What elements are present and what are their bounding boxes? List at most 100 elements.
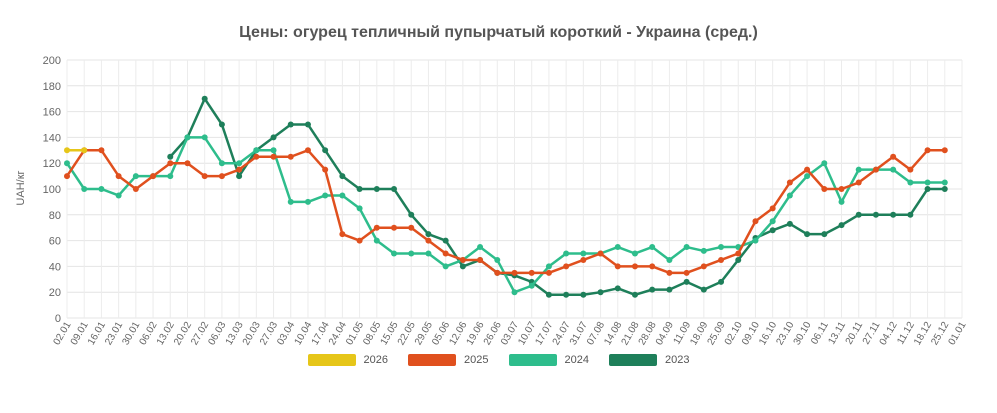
data-point: [838, 198, 845, 205]
data-point: [287, 153, 294, 160]
data-point: [64, 173, 70, 180]
data-point: [545, 263, 552, 270]
data-point: [855, 166, 862, 173]
data-point: [924, 186, 931, 192]
data-point: [391, 224, 398, 231]
data-point: [270, 153, 277, 160]
data-point: [528, 282, 535, 289]
data-point: [855, 211, 862, 218]
axes: 02040608010012014016018020002.0109.0116.…: [43, 55, 969, 347]
data-point: [614, 244, 621, 251]
data-point: [218, 173, 225, 180]
data-point: [821, 231, 828, 238]
data-point: [545, 291, 552, 298]
data-point: [184, 160, 191, 167]
y-tick-label: 160: [43, 107, 61, 119]
data-point: [322, 192, 329, 199]
legend-item-2024[interactable]: 2024: [508, 354, 589, 366]
data-point: [459, 256, 466, 263]
legend-item-2025[interactable]: 2025: [408, 354, 489, 366]
data-point: [442, 250, 449, 257]
data-point: [408, 224, 415, 231]
data-point: [666, 256, 673, 263]
data-point: [425, 231, 432, 238]
legend-label: 2025: [464, 354, 489, 366]
data-point: [718, 256, 725, 263]
data-point: [494, 269, 501, 276]
data-point: [304, 147, 311, 154]
series-line: [65, 149, 945, 275]
series-2025: [64, 147, 948, 276]
data-point: [821, 160, 828, 167]
data-point: [804, 173, 811, 180]
legend-swatch: [508, 354, 557, 366]
data-point: [425, 237, 432, 244]
legend-item-2023[interactable]: 2023: [608, 354, 689, 366]
chart-title: Цены: огурец тепличный пупырчатый коротк…: [239, 24, 758, 41]
data-point: [821, 186, 828, 192]
data-point: [631, 250, 638, 257]
data-point: [804, 231, 811, 238]
data-point: [907, 179, 914, 186]
x-tick-label: 04.09: [654, 320, 676, 348]
x-tick-label: 04.12: [878, 320, 900, 348]
data-point: [81, 147, 88, 154]
data-point: [700, 286, 707, 293]
data-point: [597, 250, 604, 257]
chart-legend: 2026 2025 2024 2023: [0, 354, 997, 366]
data-point: [373, 237, 380, 244]
data-point: [614, 285, 621, 292]
data-point: [511, 269, 518, 276]
y-tick-label: 120: [43, 158, 61, 170]
data-point: [804, 166, 811, 173]
y-tick-label: 100: [43, 184, 61, 196]
data-point: [218, 121, 225, 128]
data-point: [167, 173, 174, 180]
data-point: [339, 231, 346, 238]
data-point: [941, 179, 948, 186]
data-point: [408, 211, 415, 218]
data-point: [941, 186, 948, 192]
series-2026: [64, 147, 88, 154]
data-point: [769, 218, 776, 225]
data-point: [890, 153, 897, 160]
series-line: [169, 97, 945, 297]
data-point: [786, 192, 793, 199]
data-point: [339, 192, 346, 199]
data-point: [459, 263, 466, 270]
data-point: [304, 198, 311, 205]
x-tick-label: 01.01: [947, 320, 969, 348]
data-point: [649, 244, 656, 251]
data-point: [494, 256, 501, 263]
data-point: [253, 147, 260, 154]
data-point: [150, 173, 157, 180]
series-2024: [64, 134, 948, 296]
data-point: [356, 186, 363, 192]
data-point: [236, 166, 243, 173]
data-point: [287, 198, 294, 205]
data-point: [184, 134, 191, 141]
y-tick-label: 180: [43, 81, 61, 93]
data-point: [81, 186, 88, 192]
data-point: [631, 263, 638, 270]
data-point: [666, 286, 673, 293]
data-point: [735, 250, 742, 257]
data-point: [218, 160, 225, 167]
data-point: [304, 121, 311, 128]
data-point: [907, 166, 914, 173]
data-point: [838, 222, 845, 229]
data-point: [322, 147, 329, 154]
data-point: [167, 153, 174, 160]
data-point: [511, 289, 518, 296]
data-point: [98, 186, 105, 192]
x-tick-label: 30.10: [792, 320, 814, 348]
legend-item-2026[interactable]: 2026: [307, 354, 388, 366]
data-point: [253, 153, 260, 160]
data-point: [391, 186, 398, 192]
y-tick-label: 0: [55, 313, 61, 325]
data-point: [270, 147, 277, 154]
data-point: [201, 95, 208, 102]
data-point: [872, 166, 879, 173]
data-point: [649, 263, 656, 270]
